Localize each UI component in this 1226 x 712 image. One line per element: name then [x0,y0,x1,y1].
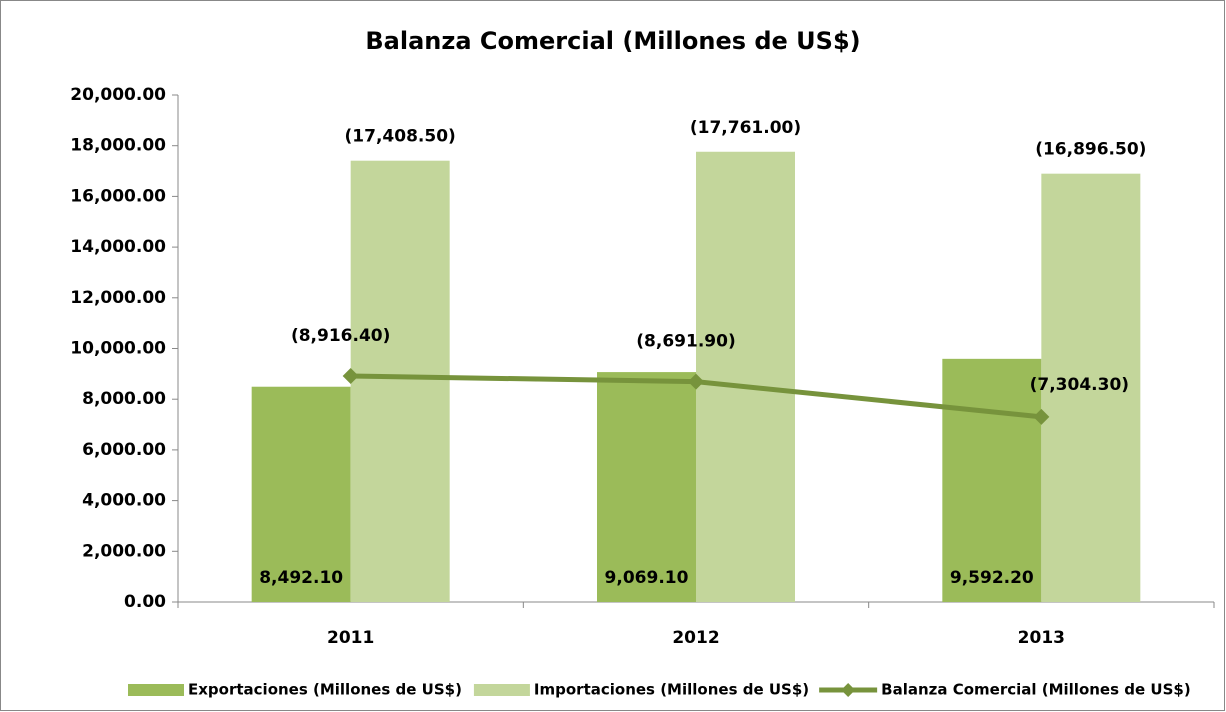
y-tick-label: 2,000.00 [82,541,166,561]
x-tick-label: 2013 [1018,628,1065,648]
line-marker [1033,408,1050,425]
y-tick-label: 6,000.00 [82,440,166,460]
data-label: (8,691.90) [636,332,735,352]
data-label: (17,408.50) [345,127,456,147]
data-label: 9,069.10 [605,568,689,588]
bar [597,372,696,602]
legend-marker [841,683,856,697]
y-tick-label: 4,000.00 [82,491,166,511]
data-label: 9,592.20 [950,568,1034,588]
bar [942,358,1042,602]
legend-swatch [473,684,530,696]
y-tick-label: 20,000.00 [70,85,166,105]
data-label: 8,492.10 [259,568,343,588]
legend-label: Balanza Comercial (Millones de US$) [881,681,1191,699]
data-label: (17,761.00) [690,118,801,138]
y-tick-label: 14,000.00 [70,237,166,257]
legend-label: Importaciones (Millones de US$) [534,681,809,699]
y-tick-label: 10,000.00 [70,339,166,359]
data-label: (16,896.50) [1035,140,1146,160]
line-marker [688,373,704,390]
data-label: (7,304.30) [1030,375,1129,395]
legend-swatch [128,684,184,696]
bar [251,386,351,602]
y-tick-label: 16,000.00 [70,186,166,206]
bar [350,160,450,602]
y-tick-label: 8,000.00 [82,389,166,409]
bar [696,151,795,602]
data-label: (8,916.40) [291,326,390,346]
line-marker [342,367,359,384]
x-tick-label: 2012 [672,628,719,648]
y-tick-label: 12,000.00 [70,288,166,308]
x-tick-label: 2011 [327,628,374,648]
chart-title: Balanza Comercial (Millones de US$) [365,27,860,55]
y-tick-label: 18,000.00 [70,136,166,156]
bar [1041,173,1141,603]
y-tick-label: 0.00 [124,592,166,612]
legend-label: Exportaciones (Millones de US$) [188,681,462,699]
